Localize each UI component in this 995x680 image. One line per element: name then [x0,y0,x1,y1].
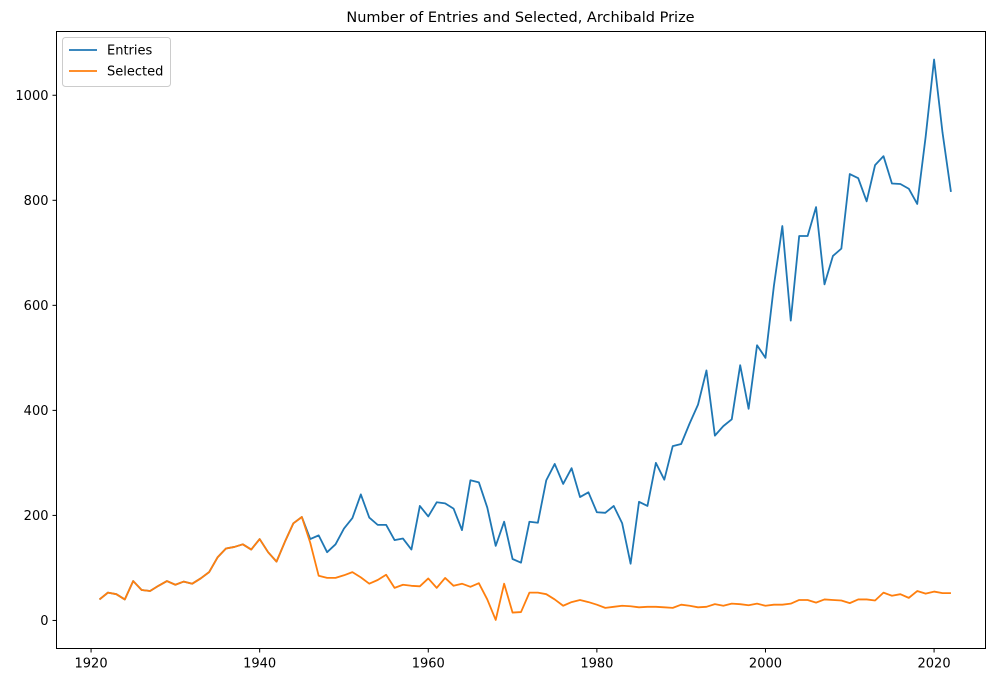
y-tick-label: 800 [24,194,49,209]
x-tick-label: 1960 [412,657,445,672]
x-axis: 1920 1940 1960 1980 2000 2020 [75,648,951,672]
y-tick-label: 0 [40,614,48,629]
legend-label-entries: Entries [107,44,153,59]
plot-lines [98,58,952,621]
y-tick-label: 1000 [15,89,48,104]
y-tick-label: 200 [24,509,49,524]
x-tick-label: 1980 [580,657,613,672]
legend-label-selected: Selected [107,65,163,80]
y-tick-label: 600 [24,299,49,314]
x-tick-label: 2020 [918,657,951,672]
x-tick-label: 1920 [75,657,108,672]
legend: Entries Selected [62,37,171,87]
x-tick-label: 2000 [749,657,782,672]
series-line-entries [98,58,952,601]
y-axis: 0 200 400 600 800 1000 [15,89,57,629]
x-tick-label: 1940 [243,657,276,672]
series-line-selected [98,516,951,621]
y-tick-label: 400 [24,404,49,419]
chart-title: Number of Entries and Selected, Archibal… [346,10,694,26]
plot-frame [56,31,986,649]
